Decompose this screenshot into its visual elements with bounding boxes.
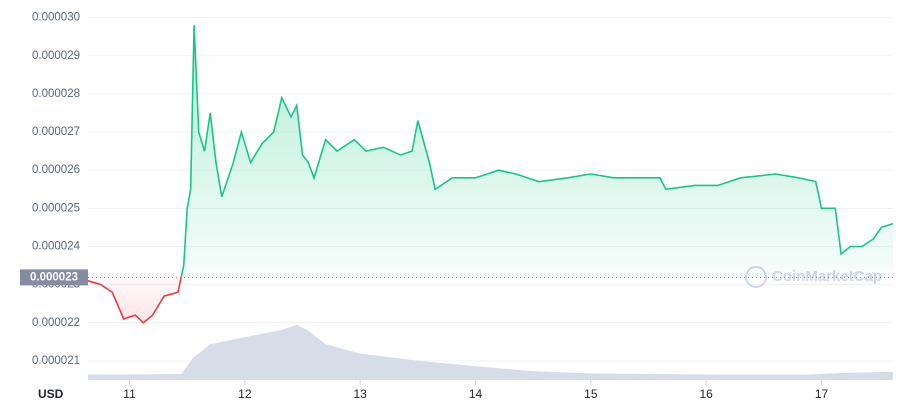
x-tick-label: 11 [123, 387, 136, 401]
y-tick-label: 0.000022 [32, 317, 80, 329]
price-line [87, 25, 894, 324]
x-tick-label: 13 [353, 387, 367, 401]
y-tick-label: 0.000028 [32, 88, 80, 100]
currency-label: USD [38, 387, 64, 401]
y-tick-label: 0.000029 [32, 50, 80, 62]
x-tick-label: 17 [815, 387, 829, 401]
x-tick-label: 15 [584, 387, 598, 401]
x-tick-label: 14 [469, 387, 483, 401]
volume-area [88, 325, 893, 380]
x-tick-label: 16 [699, 387, 713, 401]
y-tick-label: 0.000021 [32, 355, 80, 367]
y-tick-label: 0.000024 [32, 241, 81, 253]
y-tick-label: 0.000030 [32, 12, 80, 24]
price-area [88, 25, 893, 323]
y-tick-label: 0.000025 [32, 202, 80, 214]
y-tick-label: 0.000026 [32, 164, 80, 176]
x-tick-label: 12 [238, 387, 252, 401]
y-tick-label: 0.000027 [32, 126, 80, 138]
baseline-label: 0.000023 [30, 271, 78, 283]
baseline-label-bg [20, 269, 88, 286]
